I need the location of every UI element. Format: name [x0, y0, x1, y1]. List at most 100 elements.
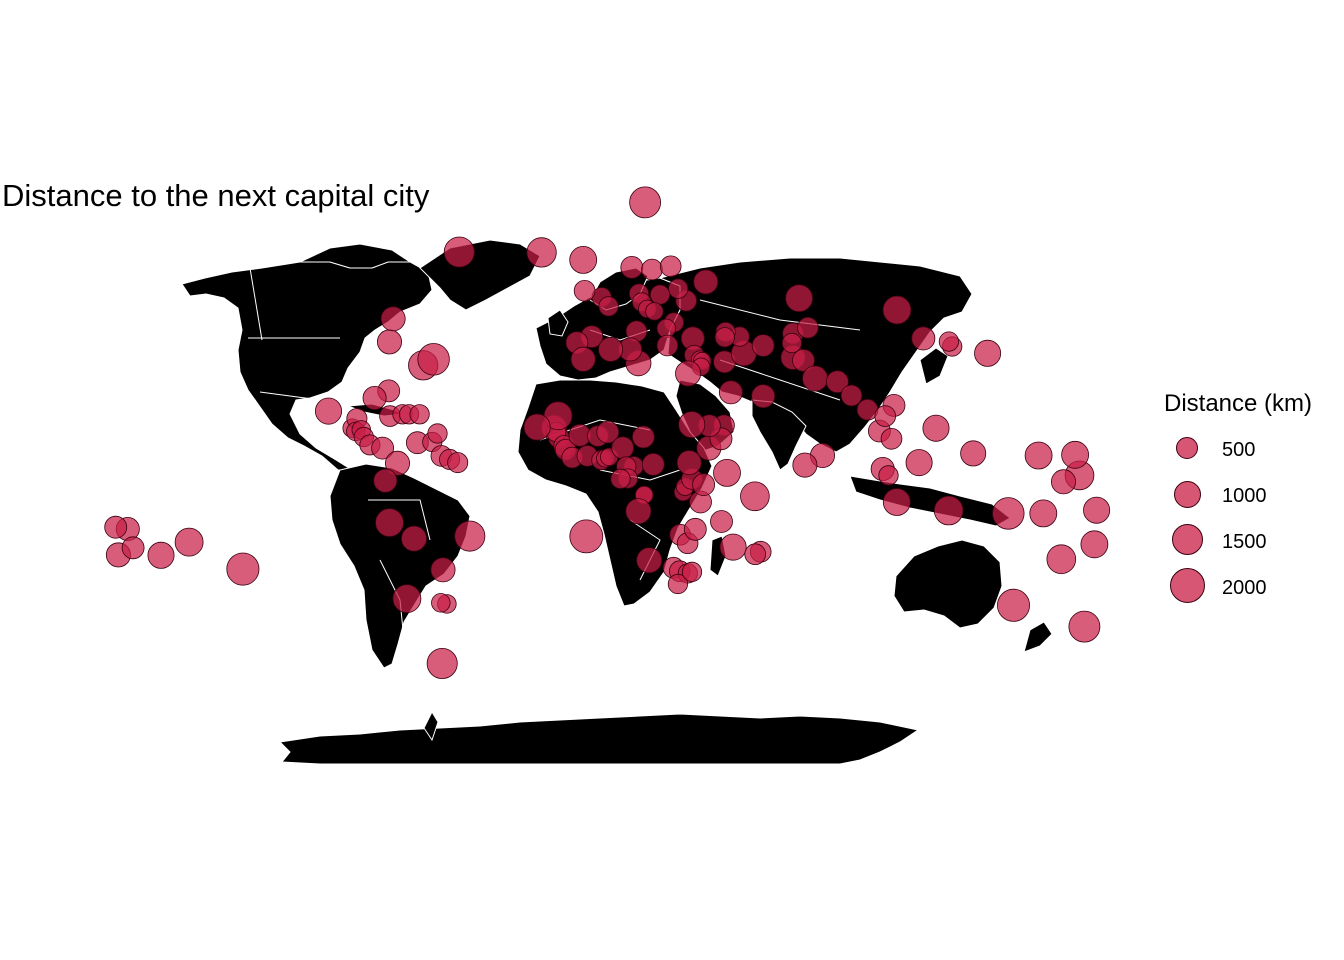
capital-bubble — [676, 450, 702, 476]
capital-bubble — [174, 527, 204, 557]
capital-bubble — [933, 495, 964, 526]
capital-bubble — [569, 245, 598, 274]
capital-bubble — [1061, 440, 1089, 469]
capital-bubble — [314, 397, 342, 425]
capital-bubble — [710, 510, 733, 533]
capital-bubble — [1029, 499, 1058, 528]
legend-key-500 — [1176, 437, 1198, 459]
capital-bubble — [384, 450, 410, 476]
capital-bubble — [659, 255, 682, 278]
capital-bubble — [1083, 496, 1111, 524]
land-masses — [181, 239, 1053, 765]
capital-bubble — [797, 316, 819, 339]
capital-bubble — [718, 380, 743, 405]
capital-bubble — [611, 436, 635, 460]
capital-bubble — [751, 334, 775, 357]
capital-bubble — [447, 452, 469, 474]
capital-bubble — [430, 557, 456, 583]
capital-bubbles — [104, 186, 1111, 680]
capital-bubble — [911, 326, 936, 351]
capital-bubble — [781, 332, 803, 354]
capital-bubble — [992, 497, 1025, 530]
capital-bubble — [570, 346, 596, 372]
legend-item: 2000 — [1164, 566, 1344, 612]
capital-bubble — [1080, 530, 1109, 559]
legend-key-2000 — [1170, 568, 1205, 603]
capital-bubble — [121, 536, 145, 560]
capital-bubble — [573, 279, 596, 302]
legend-title: Distance (km) — [1164, 390, 1313, 417]
capital-bubble — [147, 541, 175, 569]
capital-bubble — [625, 498, 652, 525]
capital-bubble — [681, 561, 703, 583]
capital-bubble — [362, 385, 387, 410]
capital-bubble — [974, 339, 1002, 367]
capital-bubble — [683, 517, 707, 541]
legend-label-500: 500 — [1222, 439, 1256, 461]
capital-bubble — [409, 404, 430, 425]
size-legend: Distance (km) 500 1000 1500 2000 — [1164, 390, 1344, 612]
capital-bubble — [905, 449, 933, 477]
capital-bubble — [840, 384, 863, 407]
capital-bubble — [373, 468, 398, 493]
landmass-new-zealand — [1023, 621, 1053, 653]
capital-bubble — [802, 365, 829, 392]
capital-bubble — [713, 458, 741, 487]
capital-bubble — [454, 520, 486, 552]
capital-bubble — [526, 237, 557, 268]
capital-bubble — [878, 465, 899, 486]
capital-bubble — [443, 236, 475, 268]
capital-bubble — [645, 302, 664, 321]
capital-bubble — [569, 519, 604, 554]
capital-bubble — [598, 336, 624, 362]
landmass-india — [751, 399, 807, 471]
capital-bubble — [692, 473, 715, 497]
capital-bubble — [596, 420, 620, 444]
capital-bubble — [632, 425, 655, 449]
capital-bubble — [667, 573, 689, 595]
capital-bubble — [882, 488, 911, 516]
capital-bubble — [675, 360, 702, 387]
capital-bubble — [641, 258, 663, 281]
landmass-greenland — [419, 239, 541, 311]
landmass-antarctic-peninsula — [423, 710, 439, 742]
capital-bubble — [938, 331, 960, 352]
capital-bubble — [426, 648, 458, 680]
capital-bubble — [785, 284, 813, 313]
capital-bubble — [922, 414, 950, 442]
capital-bubble — [598, 296, 619, 317]
capital-bubble — [226, 552, 260, 586]
legend-item: 1500 — [1164, 520, 1344, 566]
capital-bubble — [719, 533, 747, 561]
capital-bubble — [1068, 610, 1101, 643]
legend-label-1000: 1000 — [1222, 485, 1267, 507]
capital-bubble — [371, 436, 395, 460]
capital-bubble — [678, 411, 706, 439]
capital-bubble — [104, 515, 128, 539]
capital-bubble — [620, 255, 644, 279]
capital-bubble — [375, 508, 404, 537]
capital-bubble — [693, 269, 719, 295]
capital-bubble — [656, 334, 679, 357]
capital-bubble — [523, 413, 551, 441]
landmass-japan — [919, 347, 949, 385]
capital-bubble — [751, 384, 776, 409]
landmass-australia — [893, 539, 1003, 629]
capital-bubble — [427, 423, 448, 444]
legend-label-1500: 1500 — [1222, 531, 1267, 553]
capital-bubble — [668, 278, 689, 299]
capital-bubble — [400, 525, 427, 552]
capital-bubble — [392, 584, 422, 613]
capital-bubble — [740, 481, 770, 512]
capital-bubble — [649, 284, 671, 305]
legend-label-2000: 2000 — [1222, 577, 1267, 599]
capital-bubble — [417, 343, 450, 376]
legend-item: 1000 — [1164, 474, 1344, 520]
capital-bubble — [874, 405, 896, 427]
capital-bubble — [792, 452, 818, 478]
capital-bubble — [1024, 441, 1053, 470]
capital-bubble — [997, 588, 1031, 622]
landmass-britain — [547, 309, 569, 337]
capital-bubble — [960, 440, 987, 467]
capital-bubble — [629, 186, 661, 219]
